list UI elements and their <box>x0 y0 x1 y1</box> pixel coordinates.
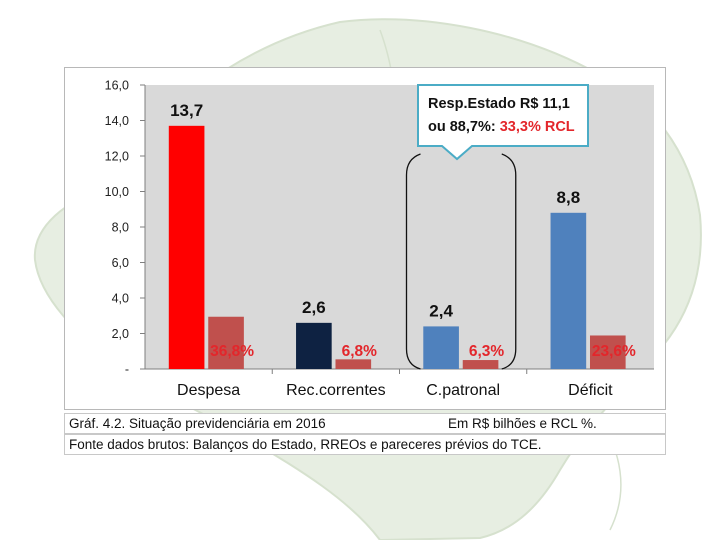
bar-2 <box>296 322 332 369</box>
pct-bar-4 <box>589 335 626 369</box>
callout-line-2-highlight: 33,3% RCL <box>500 119 575 135</box>
pct-value-label: 6,8% <box>342 343 378 360</box>
bar-value-label: 2,6 <box>302 298 326 317</box>
chart-source: Fonte dados brutos: Balanços do Estado, … <box>64 434 666 455</box>
caption-units: Em R$ bilhões e RCL %. <box>448 416 597 431</box>
bar-3 <box>423 326 459 369</box>
bar-value-label: 13,7 <box>170 101 203 120</box>
x-category-label: Déficit <box>568 382 613 399</box>
bar-4 <box>550 212 587 369</box>
bracket-left <box>405 153 421 370</box>
y-tick-label: 4,0 <box>112 292 129 306</box>
callout-line-1: Resp.Estado R$ 11,1 <box>428 96 570 112</box>
x-category-label: Despesa <box>177 382 240 399</box>
x-category-label: C.patronal <box>426 382 500 399</box>
pct-bar-3 <box>462 360 499 369</box>
x-category-label: Rec.correntes <box>286 382 386 399</box>
y-tick-label: 14,0 <box>105 114 129 128</box>
callout-box <box>417 84 589 161</box>
pct-value-label: 6,3% <box>469 343 505 360</box>
pct-bar-1 <box>208 316 244 369</box>
callout-line-2: ou 88,7%: 33,3% RCL <box>428 119 575 135</box>
bar-value-label: 2,4 <box>429 301 453 320</box>
y-tick-label: 12,0 <box>105 150 129 164</box>
caption-source: Fonte dados brutos: Balanços do Estado, … <box>69 437 542 452</box>
bar-value-label: 8,8 <box>557 188 581 207</box>
y-tick-label: 8,0 <box>112 221 129 235</box>
caption-title: Gráf. 4.2. Situação previdenciária em 20… <box>69 416 326 431</box>
y-tick-label: 10,0 <box>105 185 129 199</box>
bar-chart: - 2,0 4,0 6,0 8,0 10,0 12,0 14,0 16,0 13,7 36,8% De… <box>105 79 654 399</box>
bracket-right <box>501 153 517 370</box>
bar-1 <box>168 125 205 369</box>
pct-bar-2 <box>335 359 372 369</box>
y-tick-label: 6,0 <box>112 256 129 270</box>
pct-value-label: 36,8% <box>210 343 254 360</box>
y-tick-label: 2,0 <box>112 327 129 341</box>
chart-caption: Gráf. 4.2. Situação previdenciária em 20… <box>64 413 666 434</box>
pct-value-label: 23,6% <box>592 343 636 360</box>
y-tick-label: 16,0 <box>105 79 129 93</box>
y-tick-label: - <box>125 363 129 377</box>
callout-line-2-prefix: ou 88,7%: <box>428 119 500 135</box>
